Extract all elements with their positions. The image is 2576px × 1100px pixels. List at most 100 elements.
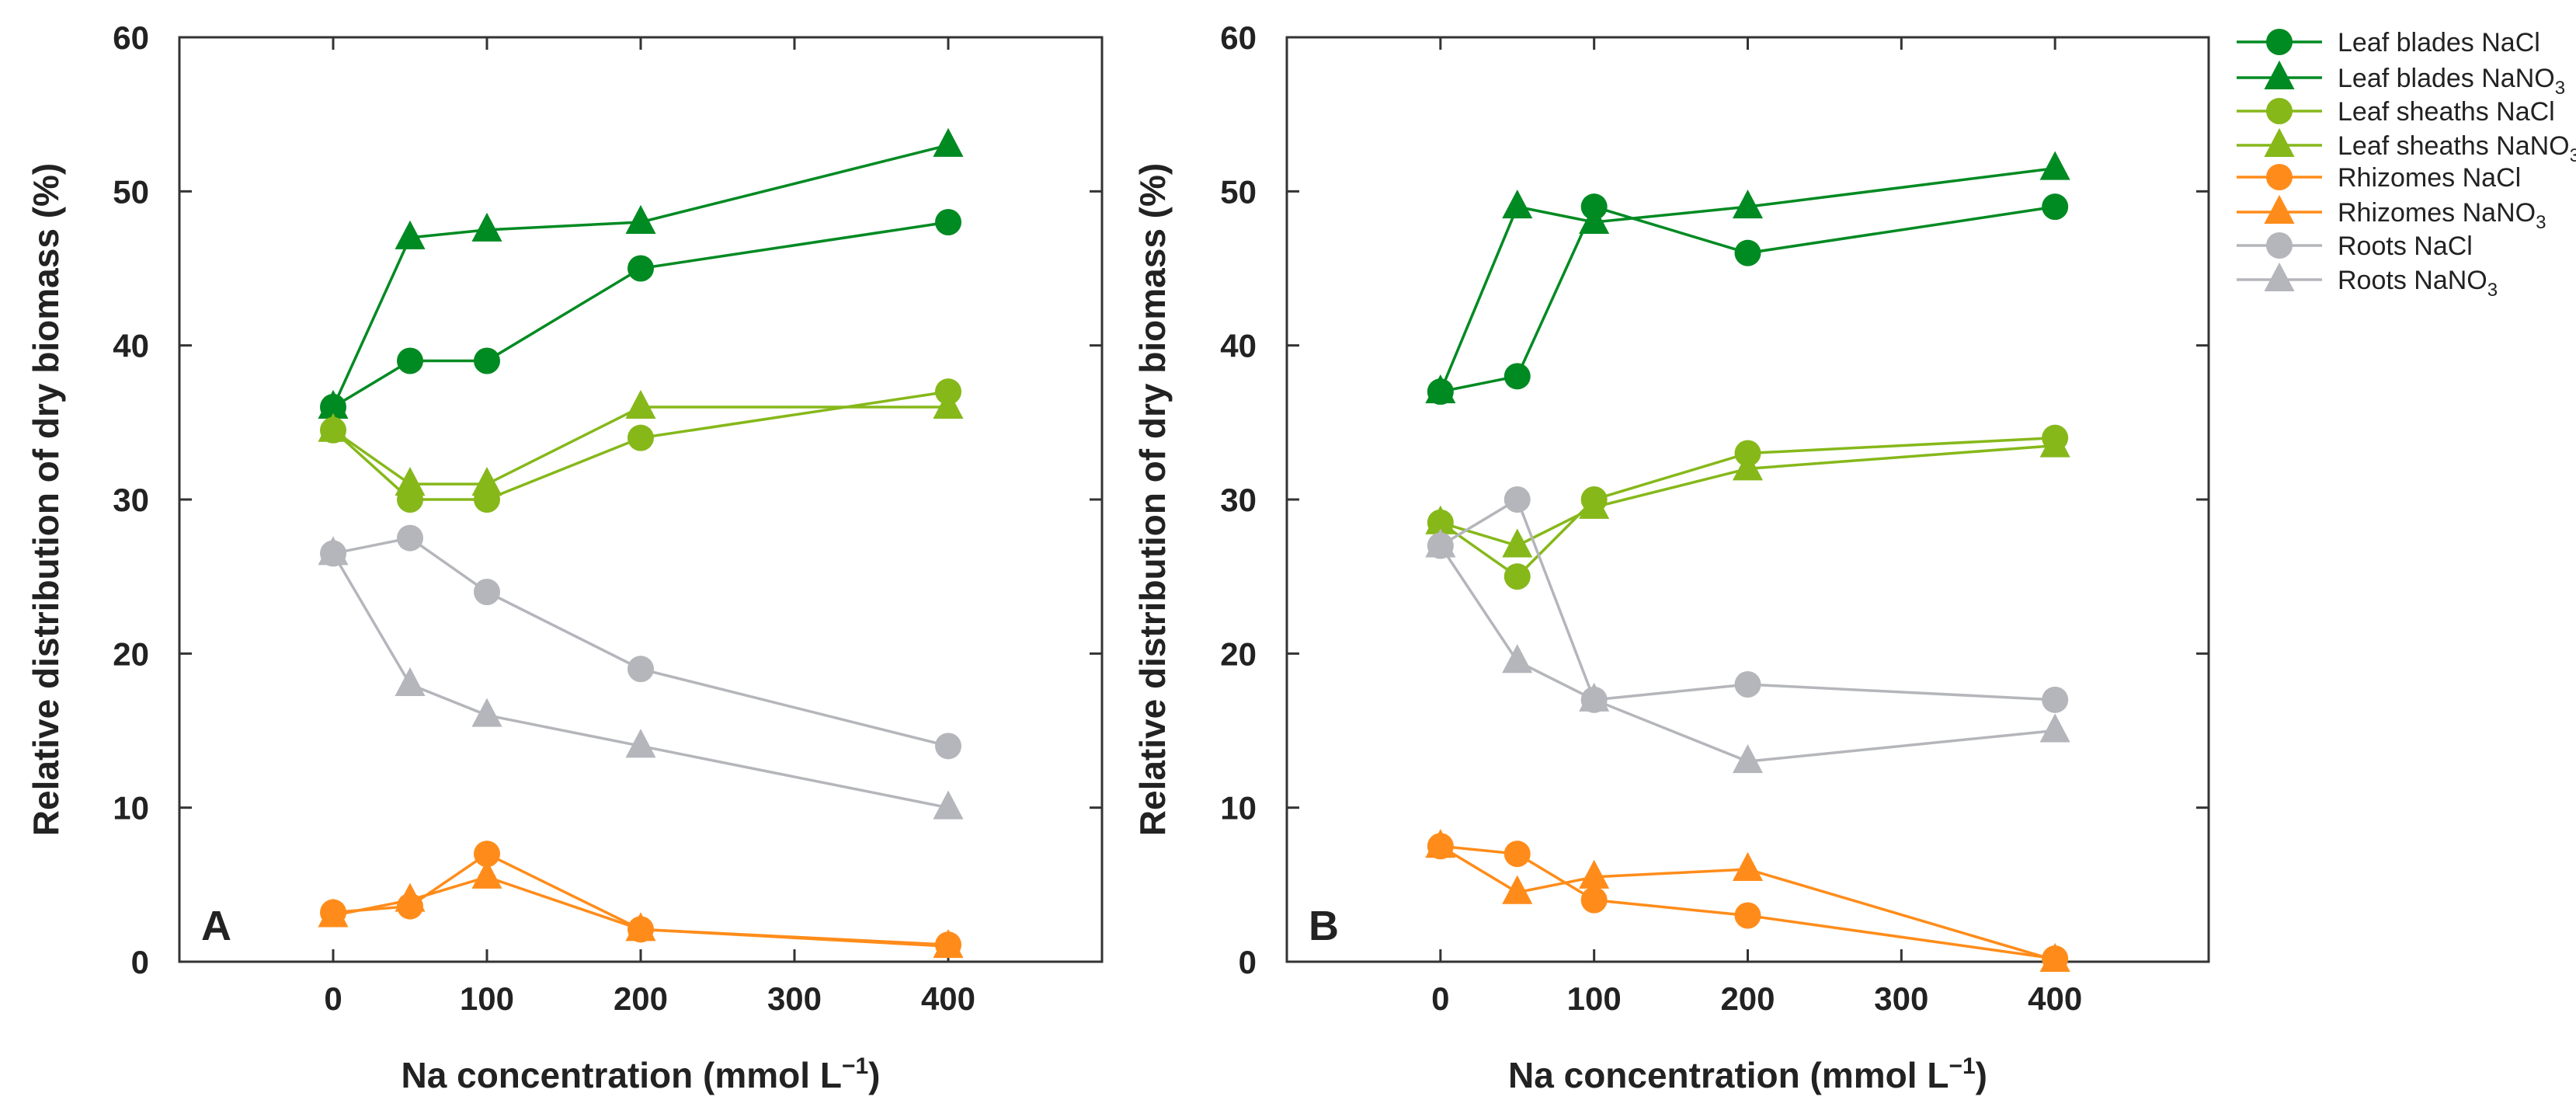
y-tick-label: 0 bbox=[1239, 944, 1257, 980]
data-point bbox=[318, 389, 349, 419]
data-point bbox=[627, 255, 654, 282]
x-axis-title: Na concentration (mmol L−1) bbox=[402, 1053, 881, 1095]
plot-frame bbox=[178, 36, 1104, 963]
data-point bbox=[1732, 744, 1764, 774]
data-point bbox=[1425, 374, 1456, 404]
data-point bbox=[625, 204, 656, 234]
x-tick-label: 0 bbox=[1431, 980, 1449, 1017]
series-line bbox=[332, 221, 949, 409]
data-point bbox=[318, 536, 349, 566]
data-point bbox=[474, 579, 500, 605]
legend-label: Rhizomes NaCl bbox=[2338, 163, 2521, 193]
series-roots-nano3 bbox=[318, 536, 964, 820]
y-tick-label: 0 bbox=[131, 944, 149, 980]
data-point bbox=[397, 347, 423, 374]
x-tick-label: 200 bbox=[614, 980, 668, 1017]
data-point bbox=[1425, 505, 1456, 534]
y-tick-label: 20 bbox=[1220, 635, 1257, 672]
x-tick-label: 300 bbox=[1874, 980, 1928, 1017]
x-tick-label: 300 bbox=[767, 980, 822, 1017]
series-leaf-sheaths-nacl bbox=[320, 378, 961, 513]
legend-label: Leaf sheaths NaCl bbox=[2338, 97, 2555, 127]
data-point bbox=[1579, 859, 1610, 889]
legend-label: Rhizomes NaNO3 bbox=[2338, 198, 2546, 233]
series-leaf-blades-nano3 bbox=[318, 127, 964, 419]
panel-label: B bbox=[1309, 903, 1339, 949]
data-point bbox=[1732, 851, 1764, 881]
y-tick-label: 50 bbox=[113, 173, 149, 210]
data-point bbox=[1579, 204, 1610, 234]
series-roots-nacl bbox=[1427, 486, 2069, 713]
series-leaf-sheaths-nano3 bbox=[1425, 428, 2070, 558]
legend-label: Roots NaNO3 bbox=[2338, 266, 2498, 301]
x-tick-label: 100 bbox=[1567, 980, 1622, 1017]
data-point bbox=[474, 841, 500, 868]
data-point bbox=[471, 212, 502, 242]
x-tick-label: 200 bbox=[1720, 980, 1775, 1017]
legend-marker bbox=[2264, 194, 2295, 224]
data-point bbox=[471, 859, 502, 889]
legend-item: Leaf blades NaNO3 bbox=[2237, 60, 2565, 99]
series-leaf-blades-nano3 bbox=[1425, 151, 2070, 404]
y-tick-label: 30 bbox=[1220, 482, 1257, 518]
y-tick-label: 20 bbox=[113, 635, 149, 672]
data-point bbox=[1502, 875, 1533, 904]
data-point bbox=[933, 127, 964, 157]
data-point bbox=[1502, 644, 1533, 674]
data-point bbox=[935, 733, 961, 760]
data-point bbox=[935, 209, 961, 235]
data-point bbox=[397, 524, 423, 552]
data-point bbox=[2039, 151, 2070, 180]
data-point bbox=[933, 389, 964, 419]
data-point bbox=[1734, 239, 1761, 266]
data-point bbox=[395, 467, 426, 496]
data-point bbox=[2039, 713, 2070, 743]
data-point bbox=[2042, 193, 2069, 221]
y-tick-label: 60 bbox=[113, 19, 149, 56]
data-point bbox=[625, 729, 656, 758]
legend-item: Leaf sheaths NaCl bbox=[2237, 97, 2555, 127]
series-roots-nano3 bbox=[1425, 528, 2070, 774]
data-point bbox=[1504, 363, 1531, 390]
data-point bbox=[1502, 528, 1533, 558]
data-point bbox=[1425, 829, 1456, 858]
legend-label: Leaf blades NaNO3 bbox=[2338, 64, 2565, 99]
legend-marker bbox=[2264, 60, 2295, 89]
data-point bbox=[1579, 682, 1610, 712]
x-tick-label: 400 bbox=[921, 980, 975, 1017]
x-tick-label: 400 bbox=[2028, 980, 2082, 1017]
legend-marker bbox=[2264, 262, 2295, 291]
data-point bbox=[627, 424, 654, 451]
legend-item: Roots NaCl bbox=[2237, 231, 2473, 261]
data-point bbox=[1732, 190, 1764, 219]
y-tick-label: 10 bbox=[1220, 790, 1257, 827]
series-line bbox=[332, 536, 949, 748]
legend-marker bbox=[2266, 232, 2293, 259]
series-leaf-blades-nacl bbox=[1427, 193, 2069, 406]
data-point bbox=[933, 929, 964, 959]
data-point bbox=[1734, 671, 1761, 698]
legend-item: Leaf blades NaCl bbox=[2237, 28, 2540, 57]
y-tick-label: 40 bbox=[1220, 328, 1257, 364]
data-point bbox=[1504, 486, 1531, 513]
data-point bbox=[933, 790, 964, 820]
y-axis-title: Relative distribution of dry biomass (%) bbox=[1132, 163, 1173, 836]
data-point bbox=[1504, 841, 1531, 868]
y-tick-label: 10 bbox=[113, 790, 149, 827]
data-point bbox=[395, 220, 426, 249]
data-point bbox=[1504, 563, 1531, 590]
data-point bbox=[395, 667, 426, 696]
data-point bbox=[1579, 489, 1610, 519]
x-tick-label: 0 bbox=[324, 980, 342, 1017]
series-line bbox=[1440, 205, 2056, 393]
legend-label: Leaf blades NaCl bbox=[2338, 28, 2540, 57]
series-rhizomes-nano3 bbox=[318, 859, 964, 959]
legend-marker bbox=[2266, 29, 2293, 55]
y-tick-label: 40 bbox=[113, 328, 149, 364]
data-point bbox=[1734, 902, 1761, 929]
data-point bbox=[318, 412, 349, 442]
data-point bbox=[395, 882, 426, 912]
data-point bbox=[2039, 942, 2070, 973]
